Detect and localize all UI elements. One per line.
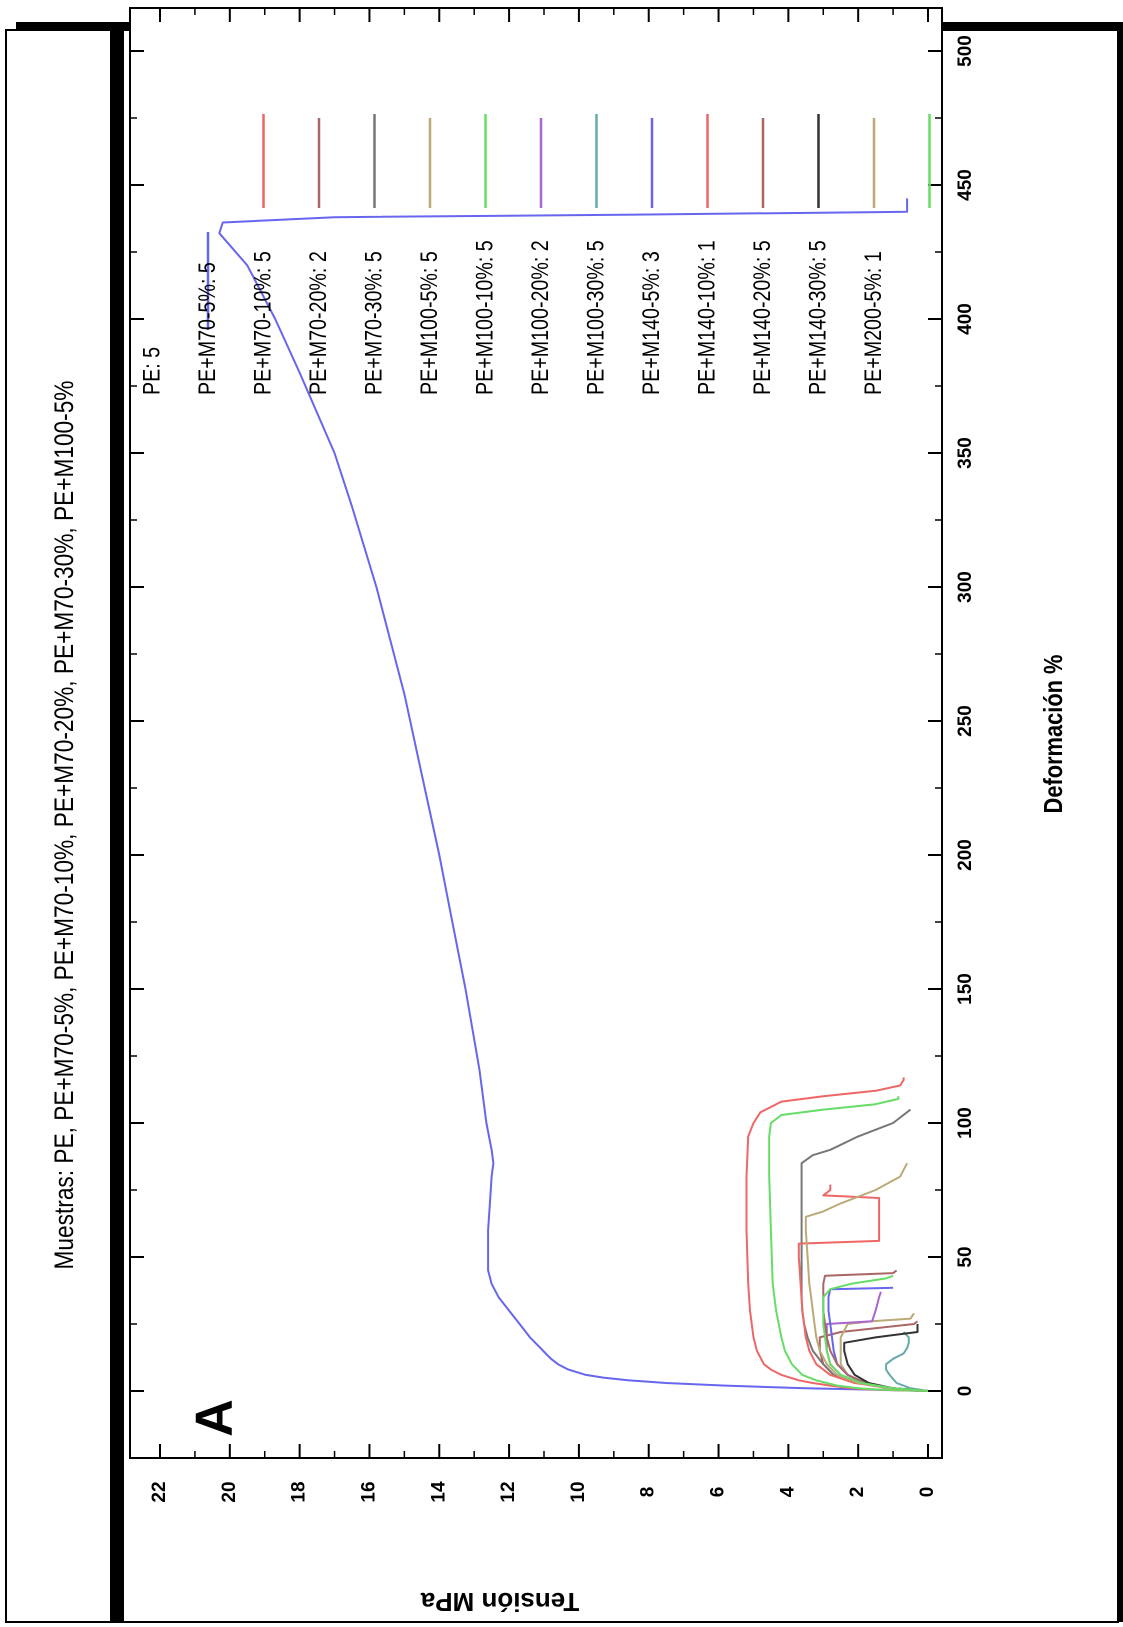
legend-entry-label-group: PE: 5	[137, 347, 164, 395]
x-axis-title-group: Deformación %	[1039, 655, 1068, 814]
legend-entry-label-group: PE+M70-30%: 5	[359, 251, 386, 395]
y-tick-label-group: 10	[568, 1481, 589, 1502]
labels: Muestras: PE, PE+M70-5%, PE+M70-10%, PE+…	[49, 381, 1068, 1618]
x-tick-label: 200	[955, 839, 976, 871]
x-tick-label: 400	[955, 303, 976, 335]
legend-entry-label: PE+M140-5%: 3	[637, 251, 664, 395]
legend-entry-label: PE+M200-5%: 1	[859, 251, 886, 395]
x-tick-label-group: 100	[955, 1107, 976, 1139]
legend-entry-label: PE: 5	[137, 347, 164, 395]
y-tick-label-group: 8	[638, 1487, 659, 1498]
series-line	[885, 1331, 929, 1392]
y-tick-label: 2	[847, 1487, 868, 1498]
y-tick-label-group: 4	[777, 1486, 798, 1497]
ticks: 0 50 100 150 200 250 300 350 400 450 500 0 2 4 6 8 10 12 1…	[130, 8, 976, 1503]
x-tick-label-group: 450	[955, 169, 976, 201]
series-line	[745, 1077, 929, 1392]
y-axis-title-group: Tensión MPa	[420, 1587, 579, 1617]
x-tick-label-group: 350	[955, 437, 976, 469]
legend-entry-label: PE+M70-5%: 5	[193, 262, 220, 395]
legend-entry-label: PE+M100-20%: 2	[526, 240, 553, 395]
y-tick-label: 0	[917, 1487, 938, 1498]
x-tick-label: 350	[955, 437, 976, 469]
series-line	[804, 1162, 929, 1392]
x-tick-label: 250	[955, 705, 976, 737]
legend-entry-label: PE+M140-30%: 5	[803, 240, 830, 395]
legend-entry-label-group: PE+M70-20%: 2	[304, 251, 331, 395]
y-tick-label: 14	[428, 1481, 449, 1503]
y-tick-label: 22	[149, 1481, 170, 1502]
x-tick-label: 300	[955, 571, 976, 603]
y-tick-label: 16	[358, 1481, 379, 1502]
y-tick-label: 12	[498, 1481, 519, 1502]
legend-entry-label-group: PE+M140-5%: 3	[637, 251, 664, 395]
legend-entry-label-group: PE+M70-5%: 5	[193, 262, 220, 395]
y-tick-label: 8	[638, 1487, 659, 1498]
legend-entry-label: PE+M140-20%: 5	[748, 240, 775, 395]
divider-bar	[111, 22, 124, 1622]
legend-entry-label-group: PE+M140-30%: 5	[803, 240, 830, 395]
series-line	[822, 1274, 929, 1392]
title-box	[5, 29, 112, 1623]
series-line	[218, 198, 929, 1392]
legend-entry-label-group: PE+M100-10%: 5	[470, 240, 497, 395]
x-tick-label-group: 300	[955, 571, 976, 603]
y-tick-label: 4	[777, 1486, 798, 1497]
y-tick-label-group: 2	[847, 1487, 868, 1498]
legend-entry-label: PE+M140-10%: 1	[692, 240, 719, 395]
legend-entry-label-group: PE+M100-20%: 2	[526, 240, 553, 395]
x-tick-label: 500	[955, 35, 976, 67]
y-tick-label-group: 18	[289, 1481, 310, 1502]
y-tick-label-group: 0	[917, 1487, 938, 1498]
y-tick-label-group: 16	[358, 1481, 379, 1502]
legend-entry-label-group: PE+M140-10%: 1	[692, 240, 719, 395]
plot-frame	[129, 7, 943, 1459]
series-line	[822, 1269, 929, 1392]
x-tick-label-group: 500	[955, 35, 976, 67]
panel-letter: A	[186, 1399, 244, 1437]
y-axis-title: Tensión MPa	[420, 1587, 579, 1617]
x-tick-label-group: 150	[955, 973, 976, 1005]
x-tick-label-group: 200	[955, 839, 976, 871]
series-lines	[218, 198, 929, 1392]
x-tick-label: 100	[955, 1107, 976, 1139]
x-tick-label: 150	[955, 973, 976, 1005]
y-tick-label-group: 20	[219, 1481, 240, 1502]
y-tick-label: 10	[568, 1481, 589, 1502]
y-tick-label: 18	[289, 1481, 310, 1502]
x-tick-label-group: 0	[955, 1386, 976, 1397]
series-line	[768, 1096, 929, 1392]
y-tick-label-group: 14	[428, 1481, 449, 1503]
legend-entry-label: PE+M100-10%: 5	[470, 240, 497, 395]
legend-entry-label: PE+M70-10%: 5	[248, 251, 275, 395]
legend-entry-label-group: PE+M200-5%: 1	[859, 251, 886, 395]
x-axis-title: Deformación %	[1039, 655, 1068, 814]
series-line	[797, 1184, 929, 1392]
legend-entry-label-group: PE+M100-30%: 5	[581, 240, 608, 395]
x-tick-label: 450	[955, 169, 976, 201]
y-tick-label: 20	[219, 1481, 240, 1502]
legend: PE: 5 PE+M70-5%: 5 PE+M70-10%: 5 PE+M70-20%…	[137, 114, 931, 395]
plot-area: 0 50 100 150 200 250 300 350 400 450 500 0 2 4 6 8 10 12 1…	[129, 7, 976, 1503]
panel-letter-group: A	[186, 1399, 244, 1437]
x-tick-label-group: 400	[955, 303, 976, 335]
x-tick-label-group: 250	[955, 705, 976, 737]
y-tick-label: 6	[708, 1487, 729, 1498]
y-tick-label-group: 22	[149, 1481, 170, 1502]
legend-entry-label-group: PE+M70-10%: 5	[248, 251, 275, 395]
x-tick-label-group: 50	[955, 1246, 976, 1267]
legend-entry-label-group: PE+M100-5%: 5	[415, 251, 442, 395]
x-tick-label: 0	[955, 1386, 976, 1397]
legend-entry-label-group: PE+M140-20%: 5	[748, 240, 775, 395]
y-tick-label-group: 6	[708, 1487, 729, 1498]
y-tick-label-group: 12	[498, 1481, 519, 1502]
legend-entry-label: PE+M70-20%: 2	[304, 251, 331, 395]
legend-entry-label: PE+M100-5%: 5	[415, 251, 442, 395]
legend-entry-label: PE+M100-30%: 5	[581, 240, 608, 395]
chart-title: Muestras: PE, PE+M70-5%, PE+M70-10%, PE+…	[49, 381, 79, 1270]
legend-entry-label: PE+M70-30%: 5	[359, 251, 386, 395]
chart-title-group: Muestras: PE, PE+M70-5%, PE+M70-10%, PE+…	[49, 381, 79, 1270]
x-tick-label: 50	[955, 1246, 976, 1267]
